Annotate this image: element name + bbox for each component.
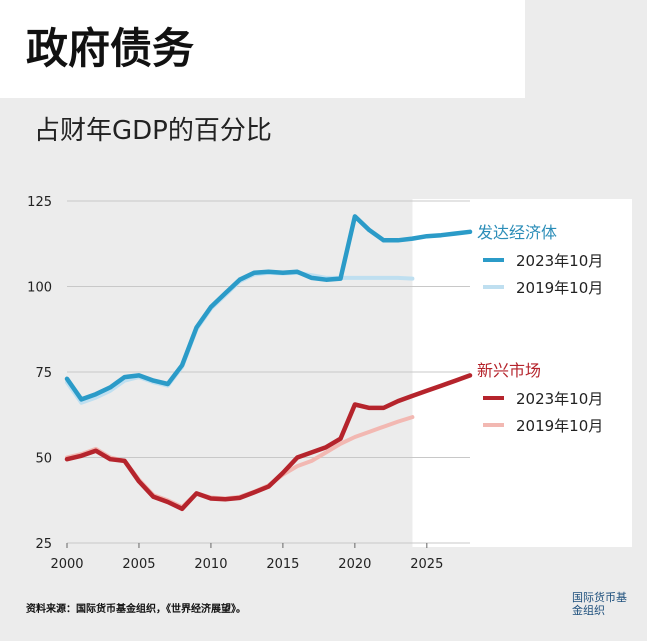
chart-subtitle: 占财年GDP的百分比 [34, 116, 272, 146]
emerging-legend-label-2019: 2019年10月 [516, 417, 603, 435]
imf-logo: 国际货币基金组织 [572, 591, 627, 617]
y-tick-label: 125 [27, 195, 52, 210]
emerging-legend-bg [474, 360, 630, 382]
advanced-legend-label-2023: 2023年10月 [516, 252, 603, 270]
y-tick-label: 100 [27, 281, 52, 296]
x-tick-label: 2000 [50, 557, 83, 572]
emerging-legend-label-2023: 2023年10月 [516, 390, 603, 408]
emerging-legend-title: 新兴市场 [477, 361, 541, 380]
x-tick-label: 2010 [194, 557, 227, 572]
x-tick-label: 2005 [122, 557, 155, 572]
title-band [0, 0, 525, 98]
x-tick-label: 2020 [338, 557, 371, 572]
x-tick-label: 2015 [266, 557, 299, 572]
advanced-legend-label-2019: 2019年10月 [516, 279, 603, 297]
y-tick-label: 25 [35, 537, 52, 552]
series-advanced-2023 [64, 214, 473, 402]
source-note: 资料来源：国际货币基金组织，《世界经济展望》。 [26, 604, 246, 615]
page-title: 政府债务 [26, 24, 195, 73]
advanced-legend-title: 发达经济体 [477, 223, 557, 242]
series-emerging-2023 [64, 373, 473, 512]
y-tick-label: 75 [35, 366, 52, 381]
advanced-legend-bg [474, 222, 630, 244]
x-tick-label: 2025 [410, 557, 443, 572]
y-tick-label: 50 [35, 452, 52, 467]
